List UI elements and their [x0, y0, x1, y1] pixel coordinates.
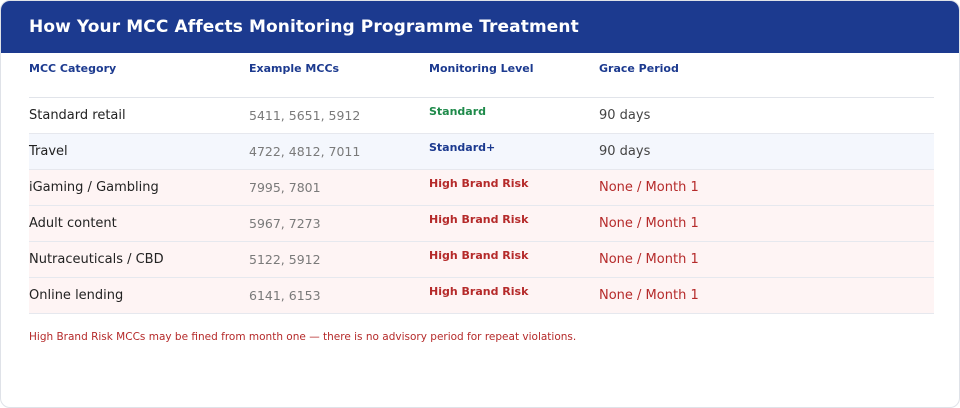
column-header-monitoring-level: Monitoring Level	[429, 62, 534, 75]
card-title: How Your MCC Affects Monitoring Programm…	[29, 17, 579, 37]
grace-period-cell: None / Month 1	[599, 252, 699, 267]
mcc-cell: 4722, 4812, 7011	[249, 144, 361, 159]
monitoring-level-cell: High Brand Risk	[429, 177, 529, 190]
table-body: Standard retail 5411, 5651, 5912 Standar…	[29, 98, 934, 314]
table-header: MCC Category Example MCCs Monitoring Lev…	[29, 53, 934, 98]
mcc-cell: 7995, 7801	[249, 180, 321, 195]
footnote: High Brand Risk MCCs may be fined from m…	[29, 331, 577, 343]
monitoring-level-cell: High Brand Risk	[429, 249, 529, 262]
category-cell: iGaming / Gambling	[29, 180, 159, 195]
grace-period-cell: 90 days	[599, 144, 651, 159]
grace-period-cell: 90 days	[599, 108, 651, 123]
mcc-cell: 5967, 7273	[249, 216, 321, 231]
table-row: Adult content 5967, 7273 High Brand Risk…	[29, 206, 934, 242]
table-row: Travel 4722, 4812, 7011 Standard+ 90 day…	[29, 134, 934, 170]
category-cell: Nutraceuticals / CBD	[29, 252, 164, 267]
monitoring-level-cell: High Brand Risk	[429, 285, 529, 298]
grace-period-cell: None / Month 1	[599, 216, 699, 231]
grace-period-cell: None / Month 1	[599, 180, 699, 195]
category-cell: Standard retail	[29, 108, 126, 123]
table-row: Online lending 6141, 6153 High Brand Ris…	[29, 278, 934, 314]
mcc-cell: 6141, 6153	[249, 288, 321, 303]
table-row: Standard retail 5411, 5651, 5912 Standar…	[29, 98, 934, 134]
category-cell: Travel	[29, 144, 68, 159]
mcc-cell: 5411, 5651, 5912	[249, 108, 361, 123]
mcc-table: MCC Category Example MCCs Monitoring Lev…	[29, 53, 934, 343]
monitoring-level-cell: Standard	[429, 105, 487, 118]
column-header-category: MCC Category	[29, 62, 117, 75]
card-header: How Your MCC Affects Monitoring Programm…	[1, 1, 959, 53]
category-cell: Adult content	[29, 216, 117, 231]
column-header-example-mccs: Example MCCs	[249, 62, 340, 75]
grace-period-cell: None / Month 1	[599, 288, 699, 303]
table-row: iGaming / Gambling 7995, 7801 High Brand…	[29, 170, 934, 206]
mcc-cell: 5122, 5912	[249, 252, 321, 267]
monitoring-level-cell: Standard+	[429, 141, 496, 154]
category-cell: Online lending	[29, 288, 124, 303]
column-header-grace-period: Grace Period	[599, 62, 679, 75]
table-row: Nutraceuticals / CBD 5122, 5912 High Bra…	[29, 242, 934, 278]
monitoring-level-cell: High Brand Risk	[429, 213, 529, 226]
